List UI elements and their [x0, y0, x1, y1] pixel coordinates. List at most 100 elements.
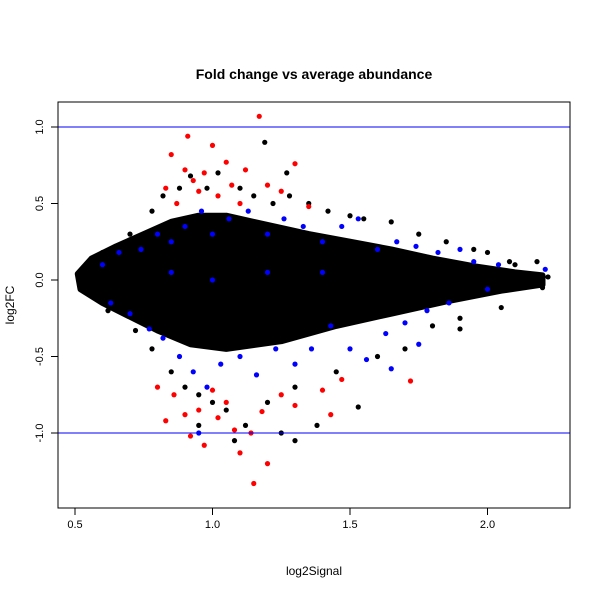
all-point [292, 438, 298, 444]
significant-point [174, 200, 180, 207]
significant-point [187, 433, 194, 439]
all-point [314, 422, 320, 428]
highlight-point [347, 346, 353, 352]
all-point [506, 259, 513, 265]
all-point [443, 239, 449, 245]
y-tick-label: 0.0 [34, 272, 46, 287]
highlight-point [355, 216, 361, 222]
all-point [539, 285, 546, 291]
highlight-point [374, 246, 381, 252]
all-point [182, 384, 188, 390]
all-point [416, 231, 422, 237]
significant-point [185, 133, 191, 139]
all-point [196, 392, 202, 398]
significant-point [223, 159, 229, 165]
y-tick-label: -1.0 [34, 424, 46, 443]
highlight-point [237, 353, 243, 360]
significant-point [237, 450, 243, 456]
highlight-point [308, 346, 315, 352]
all-point [168, 369, 174, 375]
significant-point [196, 407, 202, 413]
highlight-point [292, 361, 298, 367]
all-point [176, 185, 183, 191]
all-point [264, 399, 271, 405]
all-point [223, 407, 229, 413]
highlight-point [182, 223, 188, 230]
all-point [105, 308, 111, 314]
highlight-point [424, 308, 430, 314]
all-point [545, 274, 551, 280]
significant-point [190, 177, 196, 184]
significant-point [182, 412, 188, 418]
significant-point [231, 427, 238, 433]
significant-point [278, 392, 284, 398]
dense-point-cloud [74, 212, 546, 352]
all-point [132, 327, 139, 334]
all-point [270, 200, 276, 207]
all-point [355, 404, 361, 410]
significant-point [251, 480, 257, 487]
highlight-point [146, 326, 152, 332]
significant-point [407, 378, 414, 384]
significant-point [264, 461, 271, 467]
significant-point [292, 161, 298, 167]
x-axis-label: log2Signal [286, 564, 342, 578]
y-tick-label: 0.5 [34, 196, 46, 211]
significant-point [168, 151, 174, 158]
y-axis-label: log2FC [3, 285, 17, 324]
all-point [284, 170, 290, 176]
all-point [457, 326, 463, 332]
significant-point [171, 392, 177, 398]
highlight-point [471, 259, 477, 265]
highlight-point [264, 231, 271, 237]
highlight-point [218, 361, 224, 367]
all-point [325, 208, 331, 214]
x-tick-label: 1.5 [342, 519, 357, 531]
all-point [286, 193, 293, 199]
all-point [237, 185, 243, 191]
all-point [534, 259, 540, 265]
highlight-point [176, 353, 183, 360]
all-point [374, 353, 381, 360]
highlight-point [116, 249, 122, 256]
highlight-point [457, 246, 463, 252]
significant-point [292, 402, 298, 409]
highlight-point [402, 320, 408, 326]
significant-point [209, 387, 216, 393]
highlight-point [168, 269, 174, 275]
significant-point [237, 200, 243, 207]
highlight-point [339, 223, 345, 230]
highlight-point [394, 239, 400, 245]
significant-point [259, 408, 265, 415]
all-point [196, 422, 202, 428]
significant-point [306, 203, 312, 210]
all-point [347, 213, 353, 219]
significant-point [319, 387, 326, 393]
highlight-point [328, 323, 334, 329]
all-point [361, 216, 367, 222]
all-point [121, 308, 128, 314]
y-tick-label: -0.5 [34, 347, 46, 366]
all-point [333, 369, 339, 375]
all-point [231, 438, 238, 444]
all-point [402, 346, 408, 352]
all-point [388, 219, 394, 225]
significant-point [223, 399, 229, 405]
significant-point [154, 384, 161, 390]
all-point [80, 265, 86, 271]
significant-point [278, 188, 284, 194]
all-point [149, 346, 155, 352]
significant-point [163, 418, 169, 424]
highlight-point [209, 277, 216, 283]
x-tick-label: 2.0 [480, 519, 495, 531]
significant-point [215, 193, 221, 199]
highlight-point [413, 243, 419, 249]
highlight-point [127, 311, 133, 317]
highlight-point [138, 246, 144, 252]
all-point [457, 315, 463, 321]
significant-point [201, 442, 207, 448]
highlight-point [281, 216, 287, 222]
all-point [242, 422, 249, 428]
all-point [127, 231, 133, 237]
